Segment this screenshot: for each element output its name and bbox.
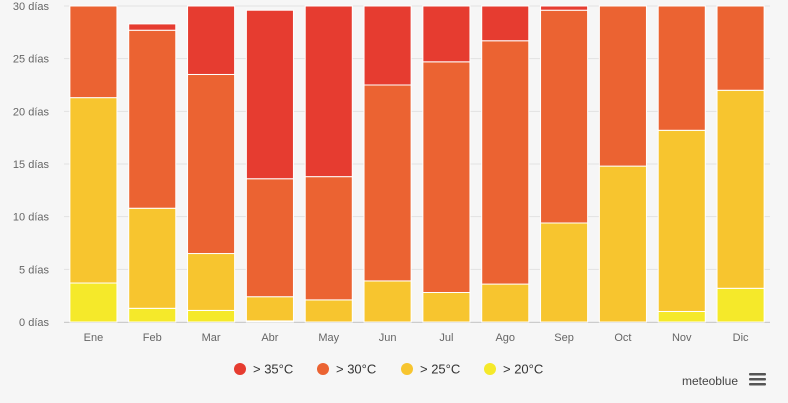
bar-segment[interactable] [481, 5, 530, 42]
x-tick-label: Oct [614, 332, 631, 344]
meteoblue-brand: meteoblue [682, 374, 738, 388]
bar-segment[interactable] [598, 5, 647, 167]
bar-segment[interactable] [128, 29, 177, 209]
y-tick-label: 0 días [19, 317, 49, 329]
bar-segment[interactable] [540, 5, 589, 11]
bar-stack-jun[interactable] [363, 5, 412, 323]
legend-swatch [234, 363, 246, 375]
x-tick-label: May [318, 332, 339, 344]
bar-segment[interactable] [304, 176, 353, 301]
bar-stack-abr[interactable] [245, 9, 294, 323]
bar-segment[interactable] [716, 5, 765, 91]
bar-segment[interactable] [540, 222, 589, 323]
legend-swatch [401, 363, 413, 375]
bar-segment[interactable] [716, 89, 765, 289]
bar-stack-feb[interactable] [128, 23, 177, 323]
bar-segment[interactable] [304, 5, 353, 178]
bar-segment[interactable] [187, 309, 236, 323]
y-tick-label: 15 días [13, 159, 50, 171]
bar-segment[interactable] [657, 129, 706, 312]
bar-segment[interactable] [422, 5, 471, 63]
y-tick-label: 10 días [13, 212, 50, 224]
bar-stack-ago[interactable] [481, 5, 530, 323]
bar-segment[interactable] [363, 5, 412, 86]
bar-segment[interactable] [304, 299, 353, 323]
x-tick-label: Ago [495, 332, 515, 344]
bar-stack-mar[interactable] [187, 5, 236, 323]
bar-segment[interactable] [481, 40, 530, 285]
bar-segment[interactable] [598, 165, 647, 323]
x-tick-label: Dic [733, 332, 749, 344]
legend-item[interactable]: > 25°C [401, 362, 460, 377]
bar-segment[interactable] [69, 5, 118, 99]
x-tick-label: Abr [261, 332, 278, 344]
bar-segment[interactable] [187, 5, 236, 75]
bar-segment[interactable] [540, 9, 589, 224]
legend-label: > 35°C [253, 362, 293, 377]
bar-stack-nov[interactable] [657, 5, 706, 323]
bar-stack-dic[interactable] [716, 5, 765, 323]
bar-segment[interactable] [363, 280, 412, 323]
bar-segment[interactable] [245, 178, 294, 298]
bar-segment[interactable] [422, 61, 471, 294]
x-tick-label: Ene [84, 332, 104, 344]
y-axis: 0 días 5 días 10 días 15 días 20 días 25 días… [13, 1, 50, 329]
legend-label: > 25°C [420, 362, 460, 377]
brand-label: meteoblue [682, 374, 738, 388]
legend-swatch [317, 363, 329, 375]
x-tick-label: Jun [379, 332, 397, 344]
legend-item[interactable]: > 35°C [234, 362, 293, 377]
legend-label: > 30°C [336, 362, 376, 377]
bar-segment[interactable] [245, 9, 294, 180]
gridlines [64, 5, 770, 323]
bar-segment[interactable] [481, 283, 530, 323]
x-tick-label: Sep [554, 332, 574, 344]
bar-segment[interactable] [363, 84, 412, 282]
y-tick-label: 20 días [13, 106, 50, 118]
bar-segment[interactable] [128, 207, 177, 309]
bar-segment[interactable] [657, 5, 706, 131]
y-tick-label: 25 días [13, 54, 50, 66]
bar-segment[interactable] [69, 282, 118, 323]
x-tick-label: Jul [439, 332, 453, 344]
bar-stack-sep[interactable] [540, 5, 589, 323]
legend: > 35°C > 30°C > 25°C > 20°C [234, 362, 543, 377]
y-tick-label: 30 días [13, 1, 50, 13]
bars [69, 5, 765, 323]
bar-segment[interactable] [657, 310, 706, 323]
bar-segment[interactable] [187, 73, 236, 255]
bar-segment[interactable] [128, 307, 177, 323]
bar-segment[interactable] [128, 23, 177, 31]
bar-segment[interactable] [69, 97, 118, 284]
bar-stack-jul[interactable] [422, 5, 471, 323]
x-tick-label: Nov [672, 332, 692, 344]
legend-item[interactable]: > 20°C [484, 362, 543, 377]
legend-swatch [484, 363, 496, 375]
bar-stack-may[interactable] [304, 5, 353, 323]
bar-segment[interactable] [187, 253, 236, 311]
legend-item[interactable]: > 30°C [317, 362, 376, 377]
bar-segment[interactable] [716, 287, 765, 323]
x-tick-label: Feb [143, 332, 162, 344]
bar-stack-oct[interactable] [598, 5, 647, 323]
bar-stack-ene[interactable] [69, 5, 118, 323]
bar-segment[interactable] [245, 296, 294, 322]
legend-label: > 20°C [503, 362, 543, 377]
x-axis: Ene Feb Mar Abr May Jun Jul Ago Sep Oct Nov Dic [84, 332, 749, 344]
hamburger-menu-icon[interactable] [745, 369, 769, 389]
bar-segment[interactable] [422, 292, 471, 323]
x-tick-label: Mar [202, 332, 221, 344]
y-tick-label: 5 días [19, 264, 49, 276]
